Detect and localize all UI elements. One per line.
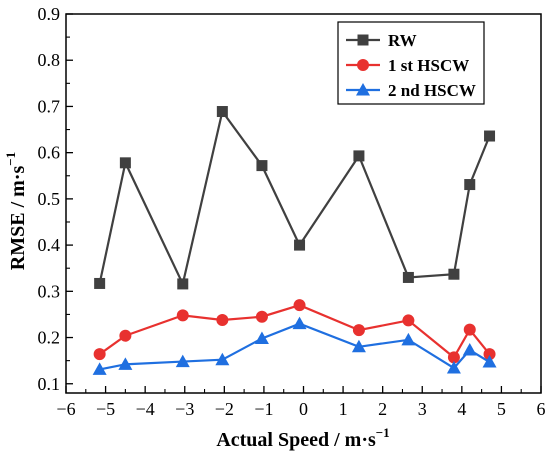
series-2 (92, 316, 497, 375)
legend-swatch-marker (357, 59, 369, 71)
y-tick-label: 0.2 (38, 328, 61, 348)
data-point (351, 339, 366, 353)
series-1 (93, 299, 496, 364)
x-tick-label: −1 (254, 399, 273, 419)
data-point (216, 106, 228, 118)
y-axis-title-exponent: −1 (3, 152, 18, 166)
legend-label: 1 st HSCW (388, 56, 469, 75)
y-tick-label: 0.3 (38, 281, 61, 301)
y-axis-title-text: RMSE / m·s (7, 166, 29, 271)
data-point (215, 352, 230, 366)
y-tick-label: 0.1 (38, 374, 61, 394)
data-point (447, 351, 460, 364)
x-axis-title: Actual Speed / m·s−1 (216, 425, 389, 451)
x-axis-title-text: Actual Speed / m·s (216, 429, 376, 451)
x-tick-label: −4 (136, 399, 155, 419)
x-tick-label: −6 (56, 399, 75, 419)
series-line (99, 304, 491, 360)
legend-swatch-marker (356, 83, 370, 96)
x-tick-label: 0 (299, 399, 308, 419)
y-tick-label: 0.6 (38, 143, 61, 163)
x-tick-label: −2 (215, 399, 234, 419)
data-point (401, 332, 416, 346)
legend-label: RW (388, 31, 417, 50)
data-point (353, 150, 365, 162)
y-axis-title: RMSE / m·s−1 (3, 152, 29, 270)
data-point (256, 160, 268, 172)
x-tick-label: 2 (378, 399, 387, 419)
x-tick-label: −5 (96, 399, 115, 419)
series-layer (92, 106, 497, 375)
data-point (448, 268, 460, 280)
legend: RW 1 st HSCW 2 nd HSCW (337, 21, 485, 105)
data-point (293, 299, 306, 312)
x-tick-label: 1 (339, 399, 348, 419)
series-line (98, 108, 491, 288)
series-line (99, 322, 491, 371)
data-point (119, 157, 131, 169)
data-point (446, 361, 461, 374)
data-point (93, 348, 106, 361)
data-point (482, 355, 497, 368)
data-point (177, 278, 189, 290)
data-point (462, 343, 477, 356)
data-point (119, 329, 132, 342)
data-point (483, 348, 496, 361)
data-point (175, 354, 190, 368)
series-0 (94, 106, 496, 290)
data-point (402, 271, 414, 283)
x-tick-label: 5 (497, 399, 506, 419)
y-tick-label: 0.9 (38, 4, 61, 24)
x-axis: −6 −5 −4 −3 −2 −1 0 1 2 3 4 5 6 (56, 386, 546, 419)
data-point (484, 130, 496, 142)
x-tick-label: 3 (418, 399, 427, 419)
data-point (255, 310, 268, 323)
y-axis: 0.1 0.2 0.3 0.4 0.5 0.6 0.7 0.8 0.9 (38, 4, 73, 394)
data-point (254, 331, 269, 344)
data-point (294, 239, 306, 251)
y-tick-label: 0.4 (38, 235, 61, 255)
y-tick-label: 0.7 (38, 96, 61, 116)
y-tick-label: 0.5 (38, 189, 61, 209)
data-point (352, 324, 365, 337)
data-point (402, 314, 415, 327)
data-point (464, 179, 476, 191)
x-tick-label: 4 (457, 399, 466, 419)
data-point (216, 313, 229, 326)
legend-label: 2 nd HSCW (388, 81, 476, 100)
x-tick-label: −3 (175, 399, 194, 419)
x-axis-title-exponent: −1 (376, 425, 390, 440)
y-tick-label: 0.8 (38, 50, 61, 70)
data-point (176, 309, 189, 322)
legend-swatch-marker (357, 34, 369, 46)
data-point (292, 316, 307, 330)
x-tick-label: 6 (537, 399, 546, 419)
data-point (94, 277, 106, 289)
data-point (118, 357, 133, 370)
data-point (92, 362, 107, 375)
data-point (463, 323, 476, 336)
